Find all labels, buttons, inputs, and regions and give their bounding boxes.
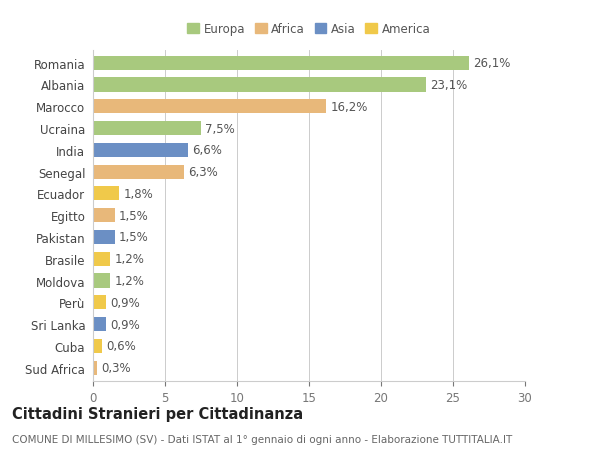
Text: 26,1%: 26,1% <box>473 57 511 70</box>
Text: 1,5%: 1,5% <box>119 209 149 222</box>
Text: 1,5%: 1,5% <box>119 231 149 244</box>
Bar <box>93 274 110 288</box>
Text: 1,2%: 1,2% <box>115 253 145 266</box>
Text: 7,5%: 7,5% <box>205 122 235 135</box>
Bar <box>93 143 188 157</box>
Bar <box>93 230 115 245</box>
Text: 0,9%: 0,9% <box>110 296 140 309</box>
Bar <box>93 78 425 92</box>
Bar <box>93 56 469 71</box>
Text: COMUNE DI MILLESIMO (SV) - Dati ISTAT al 1° gennaio di ogni anno - Elaborazione : COMUNE DI MILLESIMO (SV) - Dati ISTAT al… <box>12 434 512 444</box>
Bar <box>93 252 110 266</box>
Text: 0,3%: 0,3% <box>101 361 131 375</box>
Text: 23,1%: 23,1% <box>430 79 467 92</box>
Bar <box>93 317 106 331</box>
Text: Cittadini Stranieri per Cittadinanza: Cittadini Stranieri per Cittadinanza <box>12 406 303 421</box>
Text: 16,2%: 16,2% <box>331 101 368 113</box>
Bar <box>93 361 97 375</box>
Bar <box>93 339 101 353</box>
Text: 0,9%: 0,9% <box>110 318 140 331</box>
Text: 6,3%: 6,3% <box>188 166 218 179</box>
Text: 0,6%: 0,6% <box>106 340 136 353</box>
Bar <box>93 122 201 136</box>
Bar <box>93 209 115 223</box>
Text: 1,8%: 1,8% <box>123 188 153 201</box>
Legend: Europa, Africa, Asia, America: Europa, Africa, Asia, America <box>185 20 433 38</box>
Bar <box>93 187 119 201</box>
Bar <box>93 165 184 179</box>
Text: 1,2%: 1,2% <box>115 274 145 287</box>
Bar <box>93 100 326 114</box>
Bar <box>93 296 106 310</box>
Text: 6,6%: 6,6% <box>193 144 222 157</box>
